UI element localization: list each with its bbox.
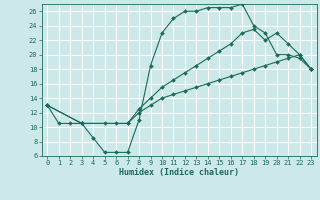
X-axis label: Humidex (Indice chaleur): Humidex (Indice chaleur) — [119, 168, 239, 177]
